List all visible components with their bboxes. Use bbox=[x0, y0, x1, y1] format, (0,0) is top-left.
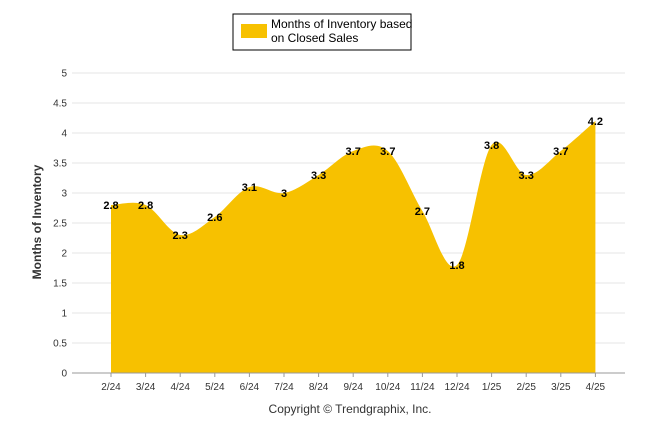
copyright-text: Copyright © Trendgraphix, Inc. bbox=[269, 402, 432, 416]
y-tick-label: 0 bbox=[61, 369, 67, 380]
legend: Months of Inventory based on Closed Sale… bbox=[232, 13, 412, 51]
data-label: 2.3 bbox=[173, 230, 188, 242]
data-label: 2.8 bbox=[138, 200, 153, 212]
y-tick-label: 5 bbox=[61, 69, 67, 80]
x-tick-label: 3/24 bbox=[136, 382, 156, 393]
y-tick-label: 1.5 bbox=[53, 279, 67, 290]
data-label: 3.7 bbox=[346, 146, 361, 158]
data-label: 3.7 bbox=[380, 146, 395, 158]
data-label: 3.7 bbox=[553, 146, 568, 158]
data-label: 2.6 bbox=[207, 212, 222, 224]
x-tick-label: 2/25 bbox=[516, 382, 536, 393]
x-tick-label: 7/24 bbox=[274, 382, 294, 393]
x-tick-label: 9/24 bbox=[343, 382, 363, 393]
y-tick-label: 1 bbox=[61, 309, 67, 320]
data-label: 3.1 bbox=[242, 182, 257, 194]
x-tick-label: 5/24 bbox=[205, 382, 225, 393]
x-tick-label: 4/24 bbox=[170, 382, 190, 393]
legend-entry-line-2: on Closed Sales bbox=[271, 31, 358, 45]
y-tick-labels: 0 0.5 1 1.5 2 2.5 3 3.5 4 4.5 5 bbox=[53, 69, 67, 380]
area-series bbox=[111, 121, 596, 373]
data-label: 2.7 bbox=[415, 206, 430, 218]
y-tick-label: 2.5 bbox=[53, 219, 67, 230]
x-tick-label: 3/25 bbox=[551, 382, 571, 393]
y-tick-label: 3 bbox=[61, 189, 67, 200]
x-tick-labels: 2/24 3/24 4/24 5/24 6/24 7/24 8/24 9/24 10/24 11/… bbox=[101, 373, 606, 393]
y-axis-label: Months of Inventory bbox=[30, 164, 44, 279]
data-label: 3 bbox=[281, 188, 287, 200]
x-tick-label: 8/24 bbox=[309, 382, 329, 393]
x-tick-label: 1/25 bbox=[482, 382, 502, 393]
x-tick-label: 11/24 bbox=[410, 382, 435, 393]
y-tick-label: 0.5 bbox=[53, 339, 67, 350]
x-tick-label: 2/24 bbox=[101, 382, 121, 393]
data-label: 2.8 bbox=[103, 200, 118, 212]
y-tick-label: 4 bbox=[61, 129, 67, 140]
y-tick-label: 3.5 bbox=[53, 159, 67, 170]
x-tick-label: 4/25 bbox=[586, 382, 606, 393]
data-label: 3.8 bbox=[484, 140, 499, 152]
legend-swatch bbox=[241, 24, 267, 38]
y-tick-label: 4.5 bbox=[53, 99, 67, 110]
x-tick-label: 10/24 bbox=[375, 382, 400, 393]
data-label: 1.8 bbox=[449, 260, 464, 272]
legend-entry-line-1: Months of Inventory based bbox=[271, 17, 412, 31]
x-tick-label: 12/24 bbox=[444, 382, 469, 393]
y-tick-label: 2 bbox=[61, 249, 67, 260]
x-tick-label: 6/24 bbox=[240, 382, 260, 393]
data-labels: 2.8 2.8 2.3 2.6 3.1 3 3.3 3.7 3.7 2.7 1.8 3.8 3.3 3.7… bbox=[103, 116, 603, 272]
data-label: 3.3 bbox=[311, 170, 326, 182]
data-label: 3.3 bbox=[519, 170, 534, 182]
data-label: 4.2 bbox=[588, 116, 603, 128]
